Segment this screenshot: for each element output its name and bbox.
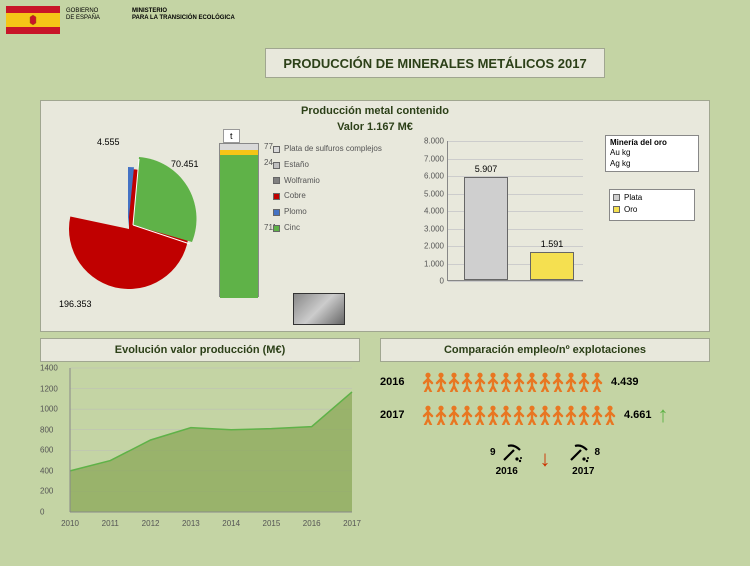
page-title: PRODUCCIÓN DE MINERALES METÁLICOS 2017 [265, 48, 605, 78]
mineria-box: Minería del oro Au kg Ag kg [605, 135, 699, 172]
ministry-label: MINISTERIOPARA LA TRANSICIÓN ECOLÓGICA [132, 8, 235, 22]
evo-title: Evolución valor producción (M€) [40, 338, 360, 362]
explo-2016-count: 9 [490, 447, 496, 458]
pie-label-cobre: 196.353 [59, 299, 92, 309]
pie-label-plomo: 4.555 [97, 137, 120, 147]
pie-chart: 4.555 70.451 196.353 [51, 137, 211, 317]
stacked-bar: t 7724711 [219, 143, 263, 315]
comp-panel: Comparación empleo/nº explotaciones 2016… [380, 338, 710, 534]
legend-minerals: Plata de sulfuros complejosEstañoWolfram… [273, 143, 382, 238]
header-bar: GOBIERNODE ESPAÑA MINISTERIOPARA LA TRAN… [0, 0, 750, 36]
pickaxe-icon [567, 440, 591, 464]
stacked-unit: t [223, 129, 240, 143]
main-valor: Valor 1.167 M€ [41, 121, 709, 133]
metal-photo [293, 293, 345, 325]
spain-flag-logo [6, 6, 60, 34]
explo-2017-count: 8 [595, 447, 601, 458]
bar-chart: 01.0002.0003.0004.0005.0006.0007.0008.00… [417, 133, 587, 295]
legend-oro: PlataOro [609, 189, 695, 221]
explo-row: 9 2016 ↓ 8 2017 [380, 440, 710, 477]
evo-panel: Evolución valor producción (M€) 02004006… [40, 338, 360, 534]
pickaxe-icon [500, 440, 524, 464]
main-panel: Producción metal contenido Valor 1.167 M… [40, 100, 710, 332]
main-subtitle: Producción metal contenido [41, 105, 709, 117]
gov-label: GOBIERNODE ESPAÑA [66, 8, 100, 22]
arrow-down-icon: ↓ [540, 446, 551, 472]
pie-label-cinc: 70.451 [171, 159, 199, 169]
comp-title: Comparación empleo/nº explotaciones [380, 338, 710, 362]
